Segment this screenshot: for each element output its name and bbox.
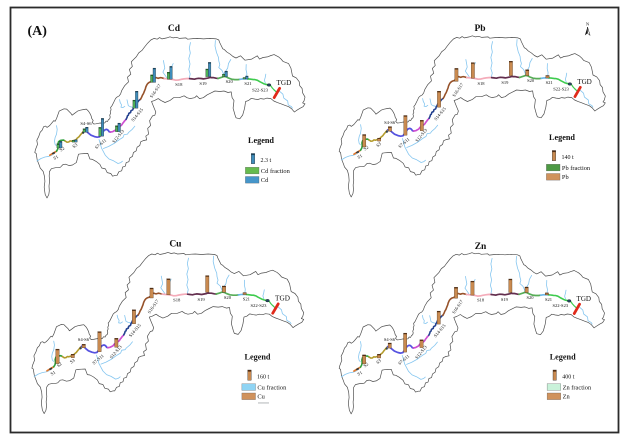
svg-text:Cu: Cu	[169, 240, 182, 250]
svg-text:Pb: Pb	[474, 24, 485, 34]
svg-text:2.3 t: 2.3 t	[261, 158, 272, 164]
svg-text:Zn: Zn	[475, 242, 487, 252]
svg-text:Legend: Legend	[550, 353, 576, 362]
svg-text:Zn fraction: Zn fraction	[563, 384, 592, 391]
svg-text:Cd: Cd	[261, 177, 269, 184]
svg-text:Pb fraction: Pb fraction	[562, 165, 591, 172]
svg-text:Legend: Legend	[549, 133, 575, 142]
svg-text:140 t: 140 t	[562, 155, 575, 161]
svg-text:Cd: Cd	[168, 24, 181, 34]
svg-text:N: N	[586, 22, 590, 27]
svg-text:400 t: 400 t	[562, 375, 575, 381]
svg-text:(A): (A)	[28, 24, 48, 39]
svg-text:Legend: Legend	[245, 353, 271, 362]
svg-text:Cu fraction: Cu fraction	[257, 384, 287, 391]
svg-text:Pb: Pb	[562, 174, 569, 181]
svg-text:Legend: Legend	[248, 136, 274, 145]
svg-text:Cu: Cu	[257, 394, 265, 401]
svg-text:160 t: 160 t	[257, 375, 270, 381]
svg-text:Zn: Zn	[563, 394, 571, 401]
svg-text:Cd fraction: Cd fraction	[261, 168, 291, 175]
